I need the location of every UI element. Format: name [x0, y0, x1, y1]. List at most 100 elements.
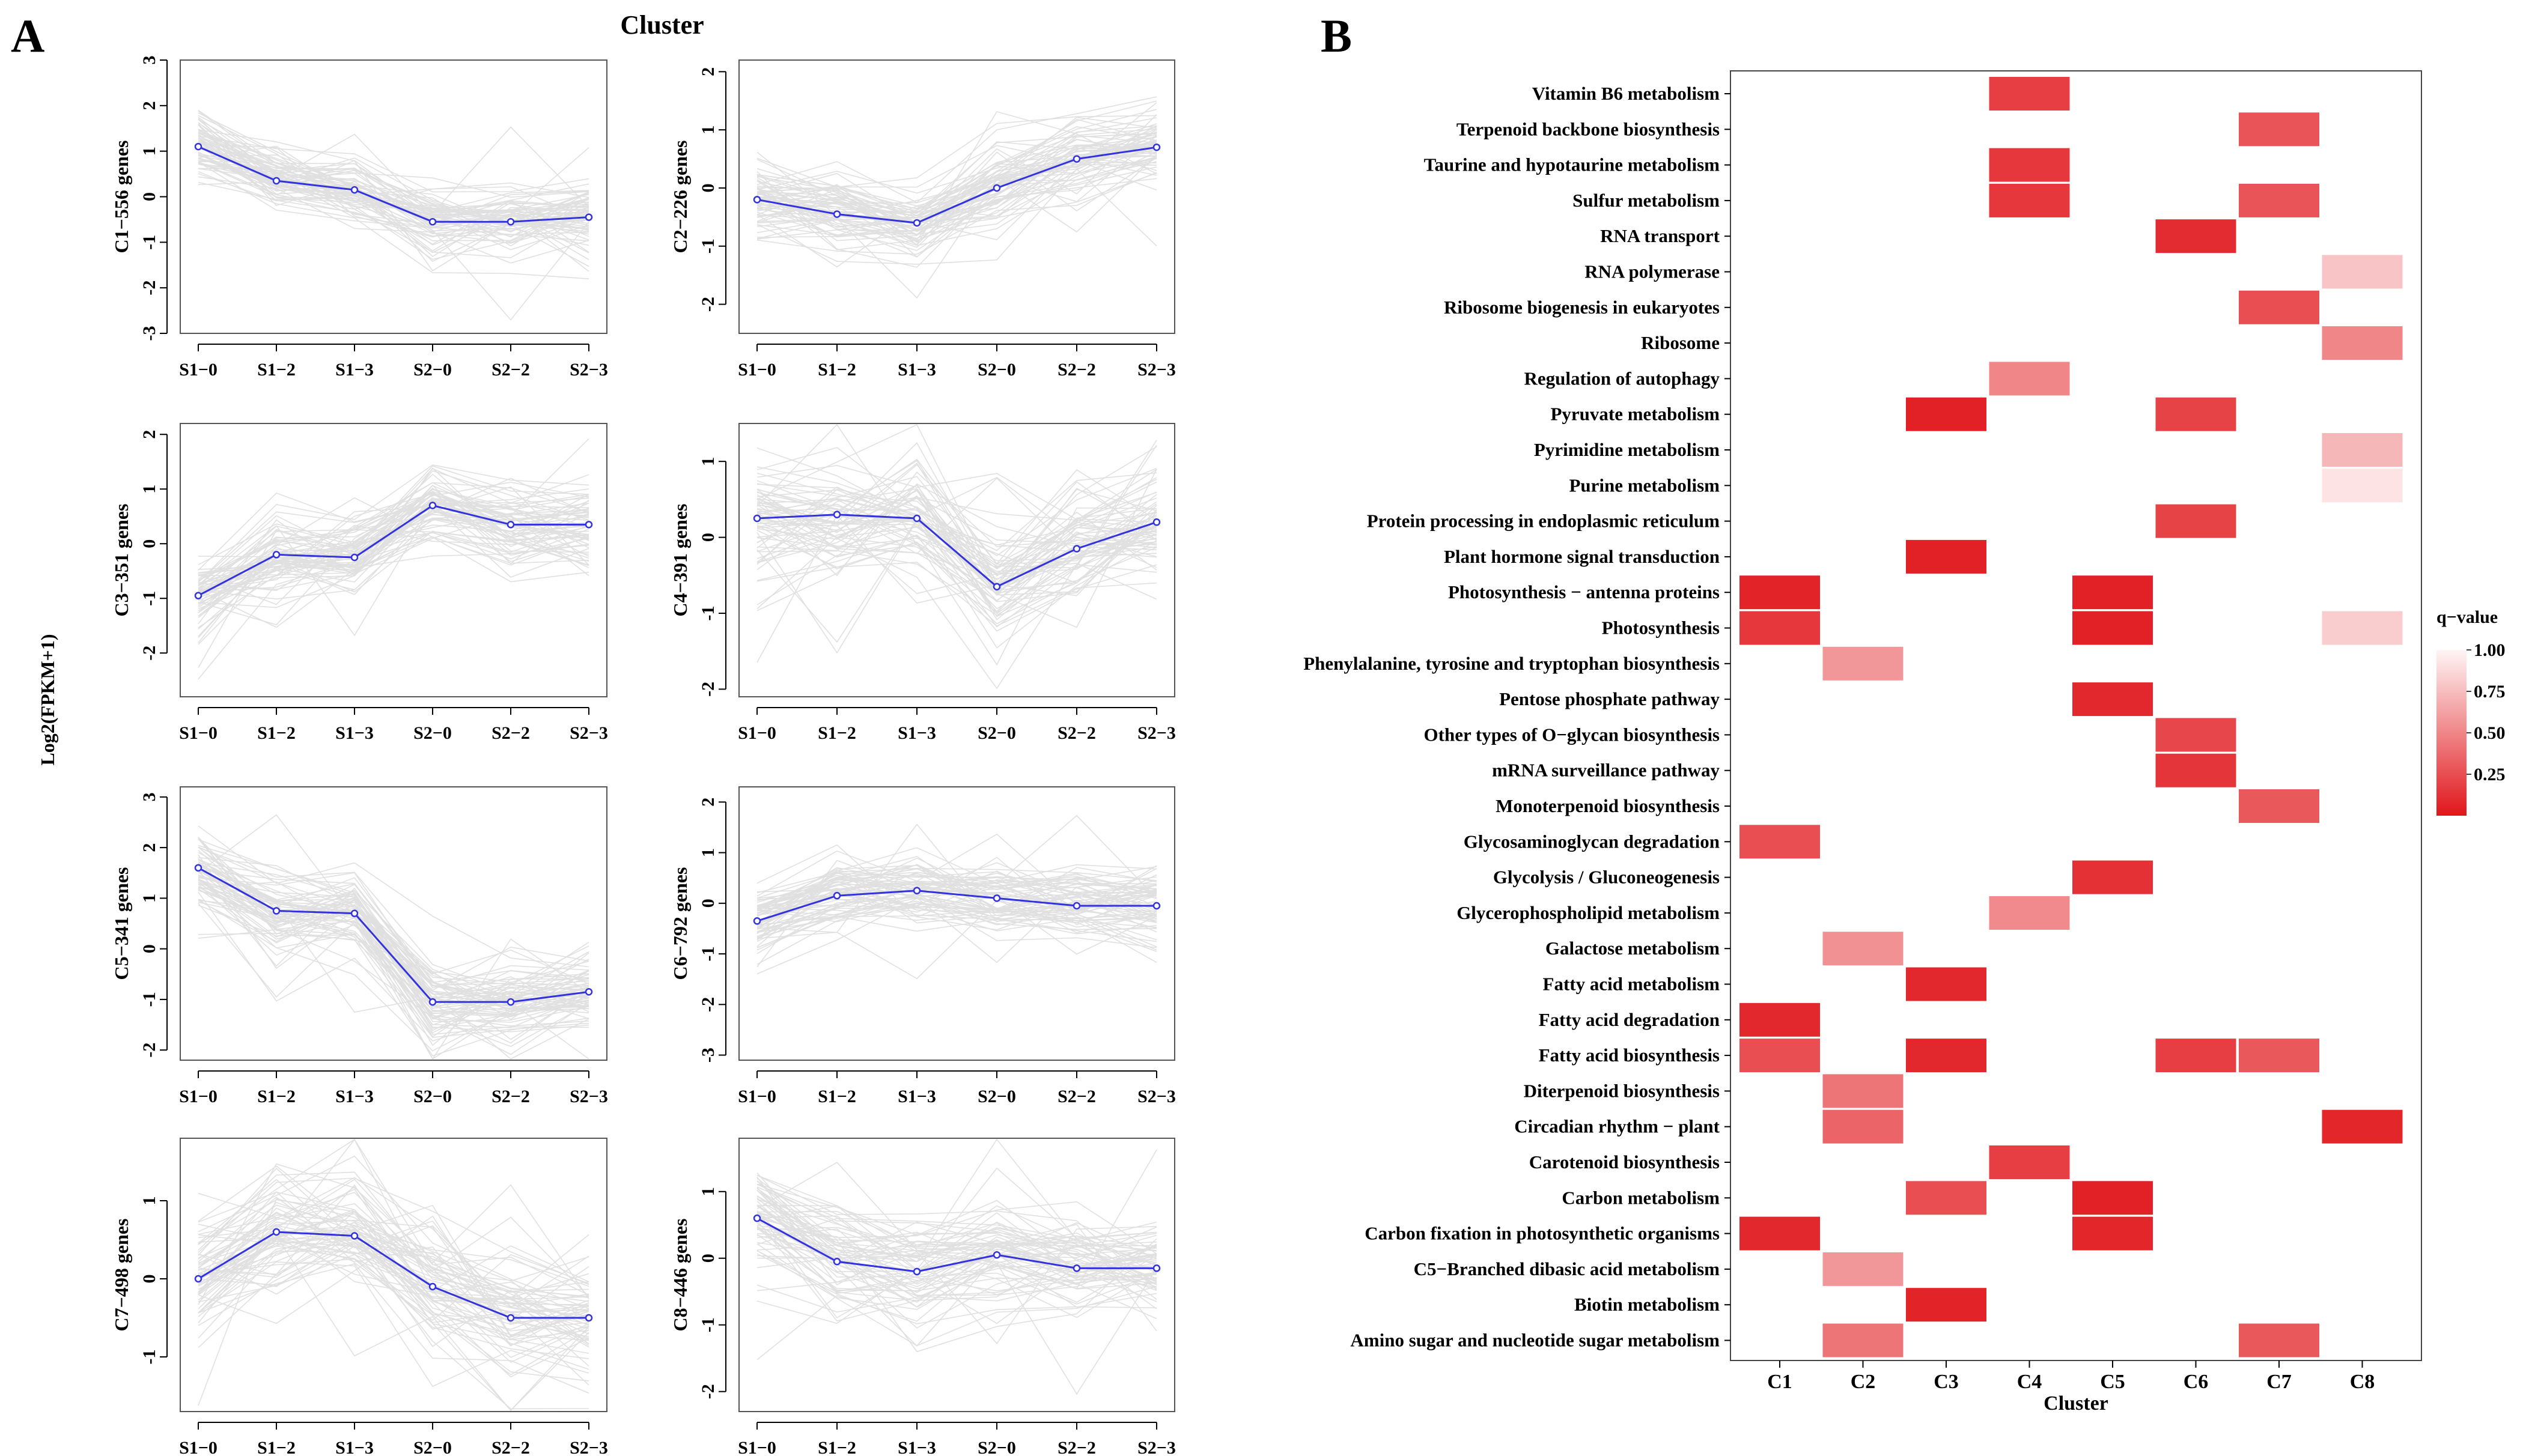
gene-trace — [756, 897, 1157, 948]
y-tick-label: 1 — [698, 457, 718, 466]
gene-trace — [756, 1167, 1157, 1270]
x-tick-label: S1−0 — [738, 1438, 776, 1456]
gene-trace — [756, 123, 1157, 219]
x-tick-label: S1−0 — [738, 360, 776, 380]
heatmap-cell — [2155, 718, 2236, 752]
heatmap-cell — [2072, 1181, 2153, 1215]
cluster-tick-label: C7 — [2266, 1371, 2292, 1393]
gene-trace — [756, 1190, 1157, 1332]
heatmap-cell — [1906, 1039, 1986, 1073]
mean-point — [833, 891, 841, 900]
pathway-label: Fatty acid biosynthesis — [1539, 1045, 1720, 1066]
line-chart-title: Cluster — [620, 10, 704, 40]
mean-line — [756, 514, 1157, 588]
pathway-label: Photosynthesis − antenna proteins — [1448, 581, 1720, 602]
subplot-label: C7−498 genes — [111, 1219, 132, 1332]
gene-trace — [198, 881, 589, 1034]
legend-tick-label: 0.50 — [2474, 723, 2506, 743]
subplot-label: C1−556 genes — [111, 141, 132, 253]
gene-trace — [198, 1215, 589, 1282]
y-tick-label: 0 — [698, 533, 718, 542]
gene-trace — [198, 881, 589, 1015]
x-tick-label: S1−3 — [335, 360, 374, 380]
heatmap-cell — [2072, 1216, 2153, 1251]
pathway-label: RNA transport — [1600, 225, 1720, 246]
pathway-label: Ribosome biogenesis in eukaryotes — [1444, 297, 1720, 318]
heatmap-cell — [2239, 112, 2319, 147]
plot-frame — [180, 59, 607, 334]
gene-trace — [756, 867, 1157, 910]
gene-trace — [198, 509, 589, 596]
mean-point — [428, 998, 437, 1006]
mean-point — [585, 988, 593, 996]
heatmap-cell — [2322, 433, 2403, 467]
heatmap-cell — [1989, 148, 2070, 182]
gene-trace — [756, 824, 1157, 933]
gene-trace — [198, 1207, 589, 1299]
gene-trace — [198, 878, 589, 1047]
y-tick-label: 2 — [139, 430, 159, 439]
x-tick-label: S2−3 — [1137, 360, 1176, 380]
y-tick-label: -1 — [698, 1317, 718, 1332]
heatmap-cell — [2155, 504, 2236, 538]
x-tick-label: S1−0 — [179, 1438, 218, 1456]
gene-trace — [198, 1229, 589, 1354]
gene-trace — [198, 876, 589, 1019]
gene-trace — [756, 878, 1157, 926]
mean-point — [350, 553, 359, 562]
gene-trace — [756, 504, 1157, 602]
gene-trace — [756, 484, 1157, 596]
y-tick-label: 0 — [698, 899, 718, 908]
heatmap-cell — [2322, 469, 2403, 503]
gene-trace — [756, 1205, 1157, 1308]
x-tick-label: S2−0 — [978, 723, 1016, 743]
x-tick-label: S2−2 — [492, 360, 530, 380]
y-tick-label: -2 — [698, 1384, 718, 1399]
mean-point — [993, 894, 1001, 902]
x-tick-label: S2−2 — [492, 1087, 530, 1106]
gene-trace — [756, 1213, 1157, 1280]
heatmap-cell — [2239, 1039, 2319, 1073]
y-tick-label: -1 — [139, 591, 159, 606]
pathway-label: Sulfur metabolism — [1572, 190, 1720, 211]
gene-trace — [756, 109, 1157, 216]
pathway-label: Pyruvate metabolism — [1550, 404, 1720, 425]
y-tick-label: -1 — [139, 1350, 159, 1365]
x-tick-label: S2−3 — [570, 360, 608, 380]
mean-point — [913, 219, 921, 227]
cluster-tick-label: C5 — [2100, 1371, 2125, 1393]
heatmap-cell — [1906, 397, 1986, 431]
gene-trace — [198, 899, 589, 1060]
pathway-label: Plant hormone signal transduction — [1444, 546, 1720, 567]
mean-point — [585, 1314, 593, 1322]
y-tick-label: -3 — [139, 326, 159, 341]
heatmap-cell — [1989, 362, 2070, 396]
gene-trace — [198, 869, 589, 1006]
gene-trace — [198, 126, 589, 214]
gene-trace — [198, 485, 589, 594]
gene-trace — [756, 1213, 1157, 1305]
gene-trace — [756, 874, 1157, 915]
y-tick-label: 1 — [139, 1197, 159, 1206]
gene-trace — [756, 1220, 1157, 1322]
y-tick-label: 3 — [139, 56, 159, 65]
y-tick-label: -2 — [698, 997, 718, 1012]
subplot-7: -1 0 1 C7−498 genes S1−0 S1−2 S1−3 S2−0 S2−2 S2−3 — [111, 1138, 608, 1456]
mean-point — [585, 521, 593, 529]
heatmap-cell — [1989, 896, 2070, 930]
heatmap-cell — [2072, 682, 2153, 717]
gene-trace — [198, 536, 589, 680]
y-tick-label: 1 — [139, 147, 159, 156]
heatmap-cell — [1906, 1181, 1986, 1215]
heatmap-cell — [2322, 326, 2403, 360]
gene-trace — [198, 1234, 589, 1412]
y-tick-label: 2 — [698, 798, 718, 807]
mean-point — [428, 217, 437, 226]
heatmap-cell — [1989, 77, 2070, 111]
gene-trace — [198, 1238, 589, 1378]
x-tick-label: S1−2 — [818, 360, 856, 380]
pathway-label: Monoterpenoid biosynthesis — [1496, 795, 1720, 816]
pathway-label: Photosynthesis — [1602, 617, 1720, 639]
gene-traces — [198, 110, 589, 321]
mean-point — [272, 177, 281, 185]
